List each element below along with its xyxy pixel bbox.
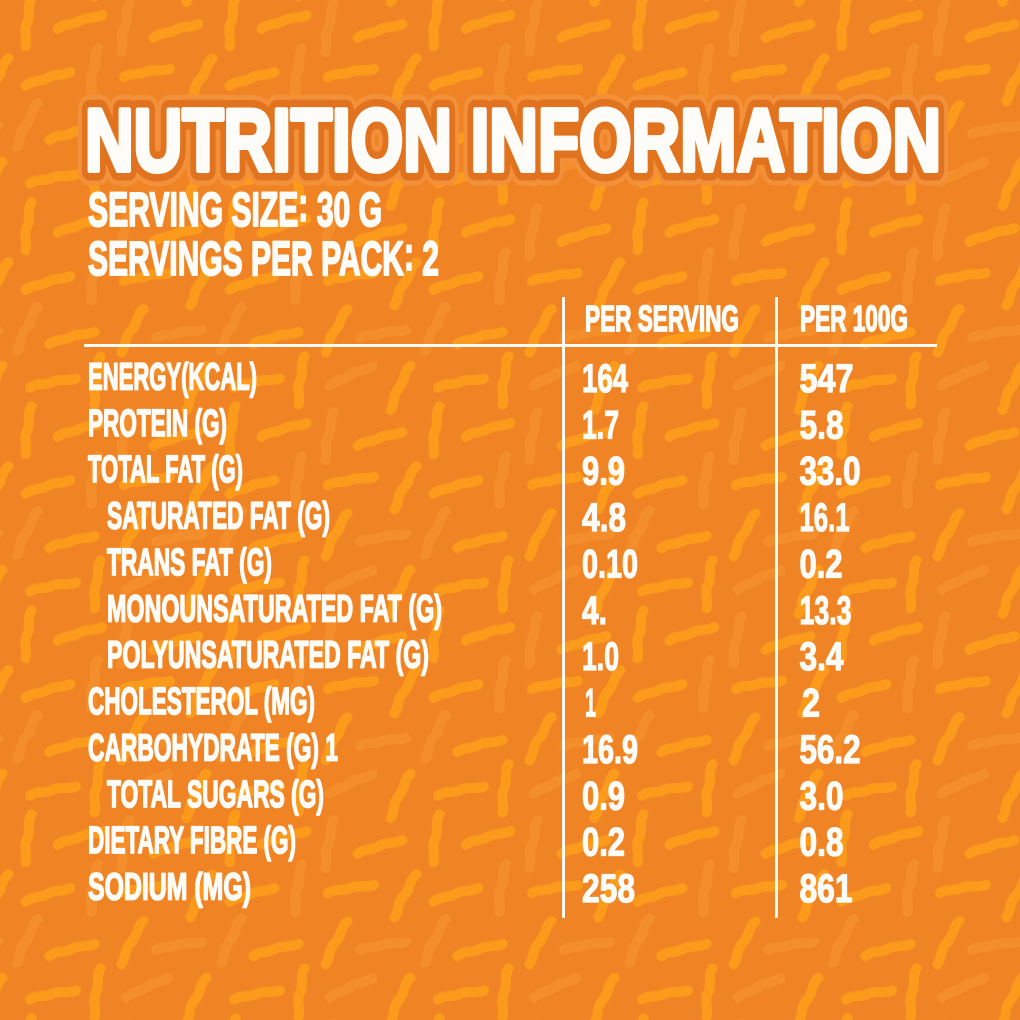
svg-text:0.9: 0.9 (582, 774, 625, 818)
svg-text:ENERGY(KCAL): ENERGY(KCAL) (88, 357, 257, 399)
svg-text:5.8: 5.8 (800, 403, 844, 447)
svg-text:MONOUNSATURATED FAT (G): MONOUNSATURATED FAT (G) (107, 588, 442, 630)
svg-text:3.4: 3.4 (800, 635, 845, 679)
svg-text:3.0: 3.0 (800, 774, 844, 818)
svg-text:0.10: 0.10 (582, 543, 638, 587)
svg-text:SERVINGS PER PACK: 2: SERVINGS PER PACK: 2 (88, 228, 439, 286)
svg-text:9.9: 9.9 (582, 450, 625, 494)
svg-text:SODIUM (MG): SODIUM (MG) (88, 867, 251, 909)
svg-text:SERVING SIZE: 30 G: SERVING SIZE: 30 G (88, 179, 382, 237)
svg-text:33.0: 33.0 (800, 450, 861, 494)
svg-text:0.2: 0.2 (800, 543, 843, 587)
svg-text:547: 547 (800, 357, 854, 401)
svg-text:1.7: 1.7 (582, 403, 619, 447)
svg-text:PER SERVING: PER SERVING (585, 298, 739, 339)
svg-text:TOTAL FAT (G): TOTAL FAT (G) (88, 449, 243, 491)
svg-text:56.2: 56.2 (800, 728, 861, 772)
svg-text:0.2: 0.2 (582, 821, 625, 865)
svg-text:16.9: 16.9 (582, 728, 638, 772)
svg-text:164: 164 (582, 357, 629, 401)
svg-text:861: 861 (800, 867, 853, 911)
svg-text:4.: 4. (582, 589, 607, 633)
svg-text:0.8: 0.8 (800, 821, 844, 865)
svg-text:NUTRITION INFORMATION: NUTRITION INFORMATION (85, 91, 941, 190)
svg-text:4.8: 4.8 (582, 496, 626, 540)
svg-text:TOTAL SUGARS (G): TOTAL SUGARS (G) (107, 774, 324, 816)
svg-text:258: 258 (582, 867, 635, 911)
svg-text:CHOLESTEROL (MG): CHOLESTEROL (MG) (88, 681, 315, 723)
svg-text:PROTEIN (G): PROTEIN (G) (88, 403, 227, 445)
svg-text:16.1: 16.1 (800, 496, 850, 540)
svg-text:CARBOHYDRATE (G) 1: CARBOHYDRATE (G) 1 (88, 727, 338, 769)
svg-text:NUTRITION INFORMATION: NUTRITION INFORMATION (85, 91, 941, 190)
svg-text:TRANS FAT (G): TRANS FAT (G) (107, 542, 272, 584)
svg-text:2: 2 (802, 682, 820, 726)
svg-text:13.3: 13.3 (800, 589, 852, 633)
svg-text:DIETARY FIBRE (G): DIETARY FIBRE (G) (88, 820, 296, 862)
svg-text:SATURATED FAT (G): SATURATED FAT (G) (107, 496, 330, 538)
svg-text:NUTRITION INFORMATION: NUTRITION INFORMATION (85, 91, 941, 190)
svg-text:1.0: 1.0 (582, 635, 619, 679)
svg-text:PER 100G: PER 100G (800, 298, 908, 339)
svg-text:POLYUNSATURATED FAT (G): POLYUNSATURATED FAT (G) (107, 635, 429, 677)
svg-text:1: 1 (585, 682, 596, 726)
